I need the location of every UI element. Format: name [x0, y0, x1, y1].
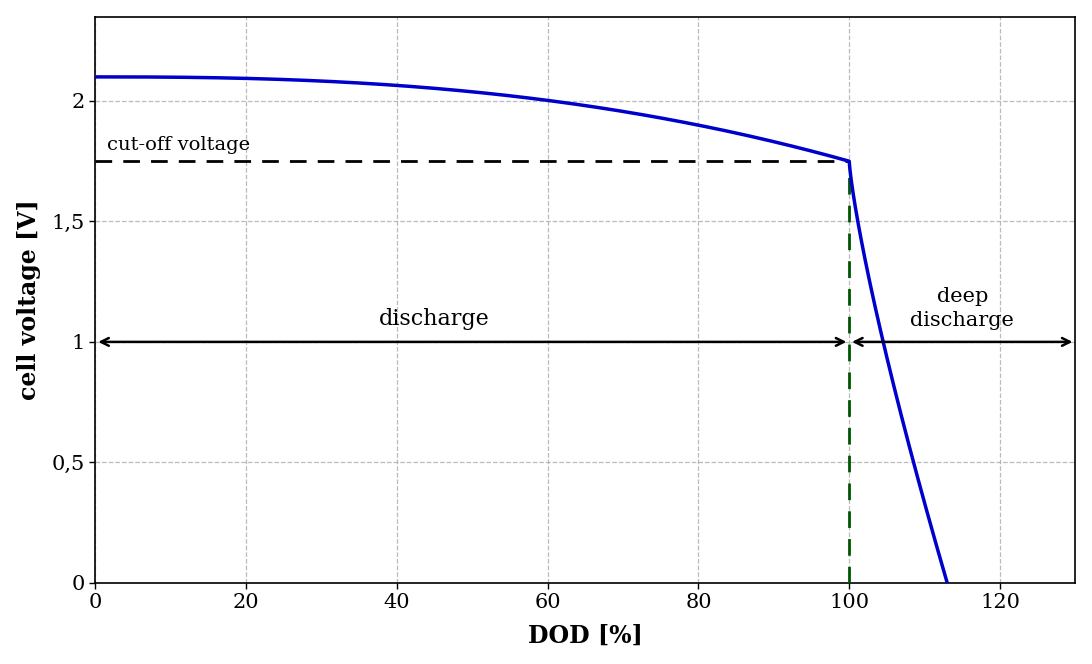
X-axis label: DOD [%]: DOD [%]	[527, 623, 643, 647]
Text: deep
discharge: deep discharge	[911, 288, 1014, 330]
Text: discharge: discharge	[379, 308, 490, 330]
Y-axis label: cell voltage [V]: cell voltage [V]	[16, 199, 40, 400]
Text: cut-off voltage: cut-off voltage	[107, 136, 250, 154]
